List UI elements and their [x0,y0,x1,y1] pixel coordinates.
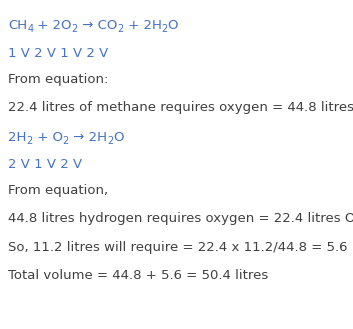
Text: → 2H: → 2H [69,131,107,144]
Text: + 2O: + 2O [33,19,72,32]
Text: From equation,: From equation, [8,184,108,197]
Text: + 2H: + 2H [124,19,162,32]
Text: Total volume = 44.8 + 5.6 = 50.4 litres: Total volume = 44.8 + 5.6 = 50.4 litres [8,269,268,282]
Text: So, 11.2 litres will require = 22.4 x 11.2/44.8 = 5.6 litres: So, 11.2 litres will require = 22.4 x 11… [8,241,353,254]
Text: 2H: 2H [8,131,26,144]
Text: → CO: → CO [78,19,118,32]
Text: 4: 4 [27,24,33,34]
Text: 22.4 litres of methane requires oxygen = 44.8 litres O: 22.4 litres of methane requires oxygen =… [8,101,353,114]
Text: 2: 2 [72,24,78,34]
Text: 2: 2 [26,136,32,146]
Text: 2: 2 [107,136,113,146]
Text: + O: + O [32,131,62,144]
Text: CH: CH [8,19,27,32]
Text: 2 V 1 V 2 V: 2 V 1 V 2 V [8,158,82,171]
Text: 2: 2 [118,24,124,34]
Text: O: O [168,19,178,32]
Text: 2: 2 [162,24,168,34]
Text: From equation:: From equation: [8,73,108,86]
Text: 1 V 2 V 1 V 2 V: 1 V 2 V 1 V 2 V [8,47,108,60]
Text: O: O [113,131,124,144]
Text: 2: 2 [62,136,69,146]
Text: 44.8 litres hydrogen requires oxygen = 22.4 litres O: 44.8 litres hydrogen requires oxygen = 2… [8,212,353,225]
